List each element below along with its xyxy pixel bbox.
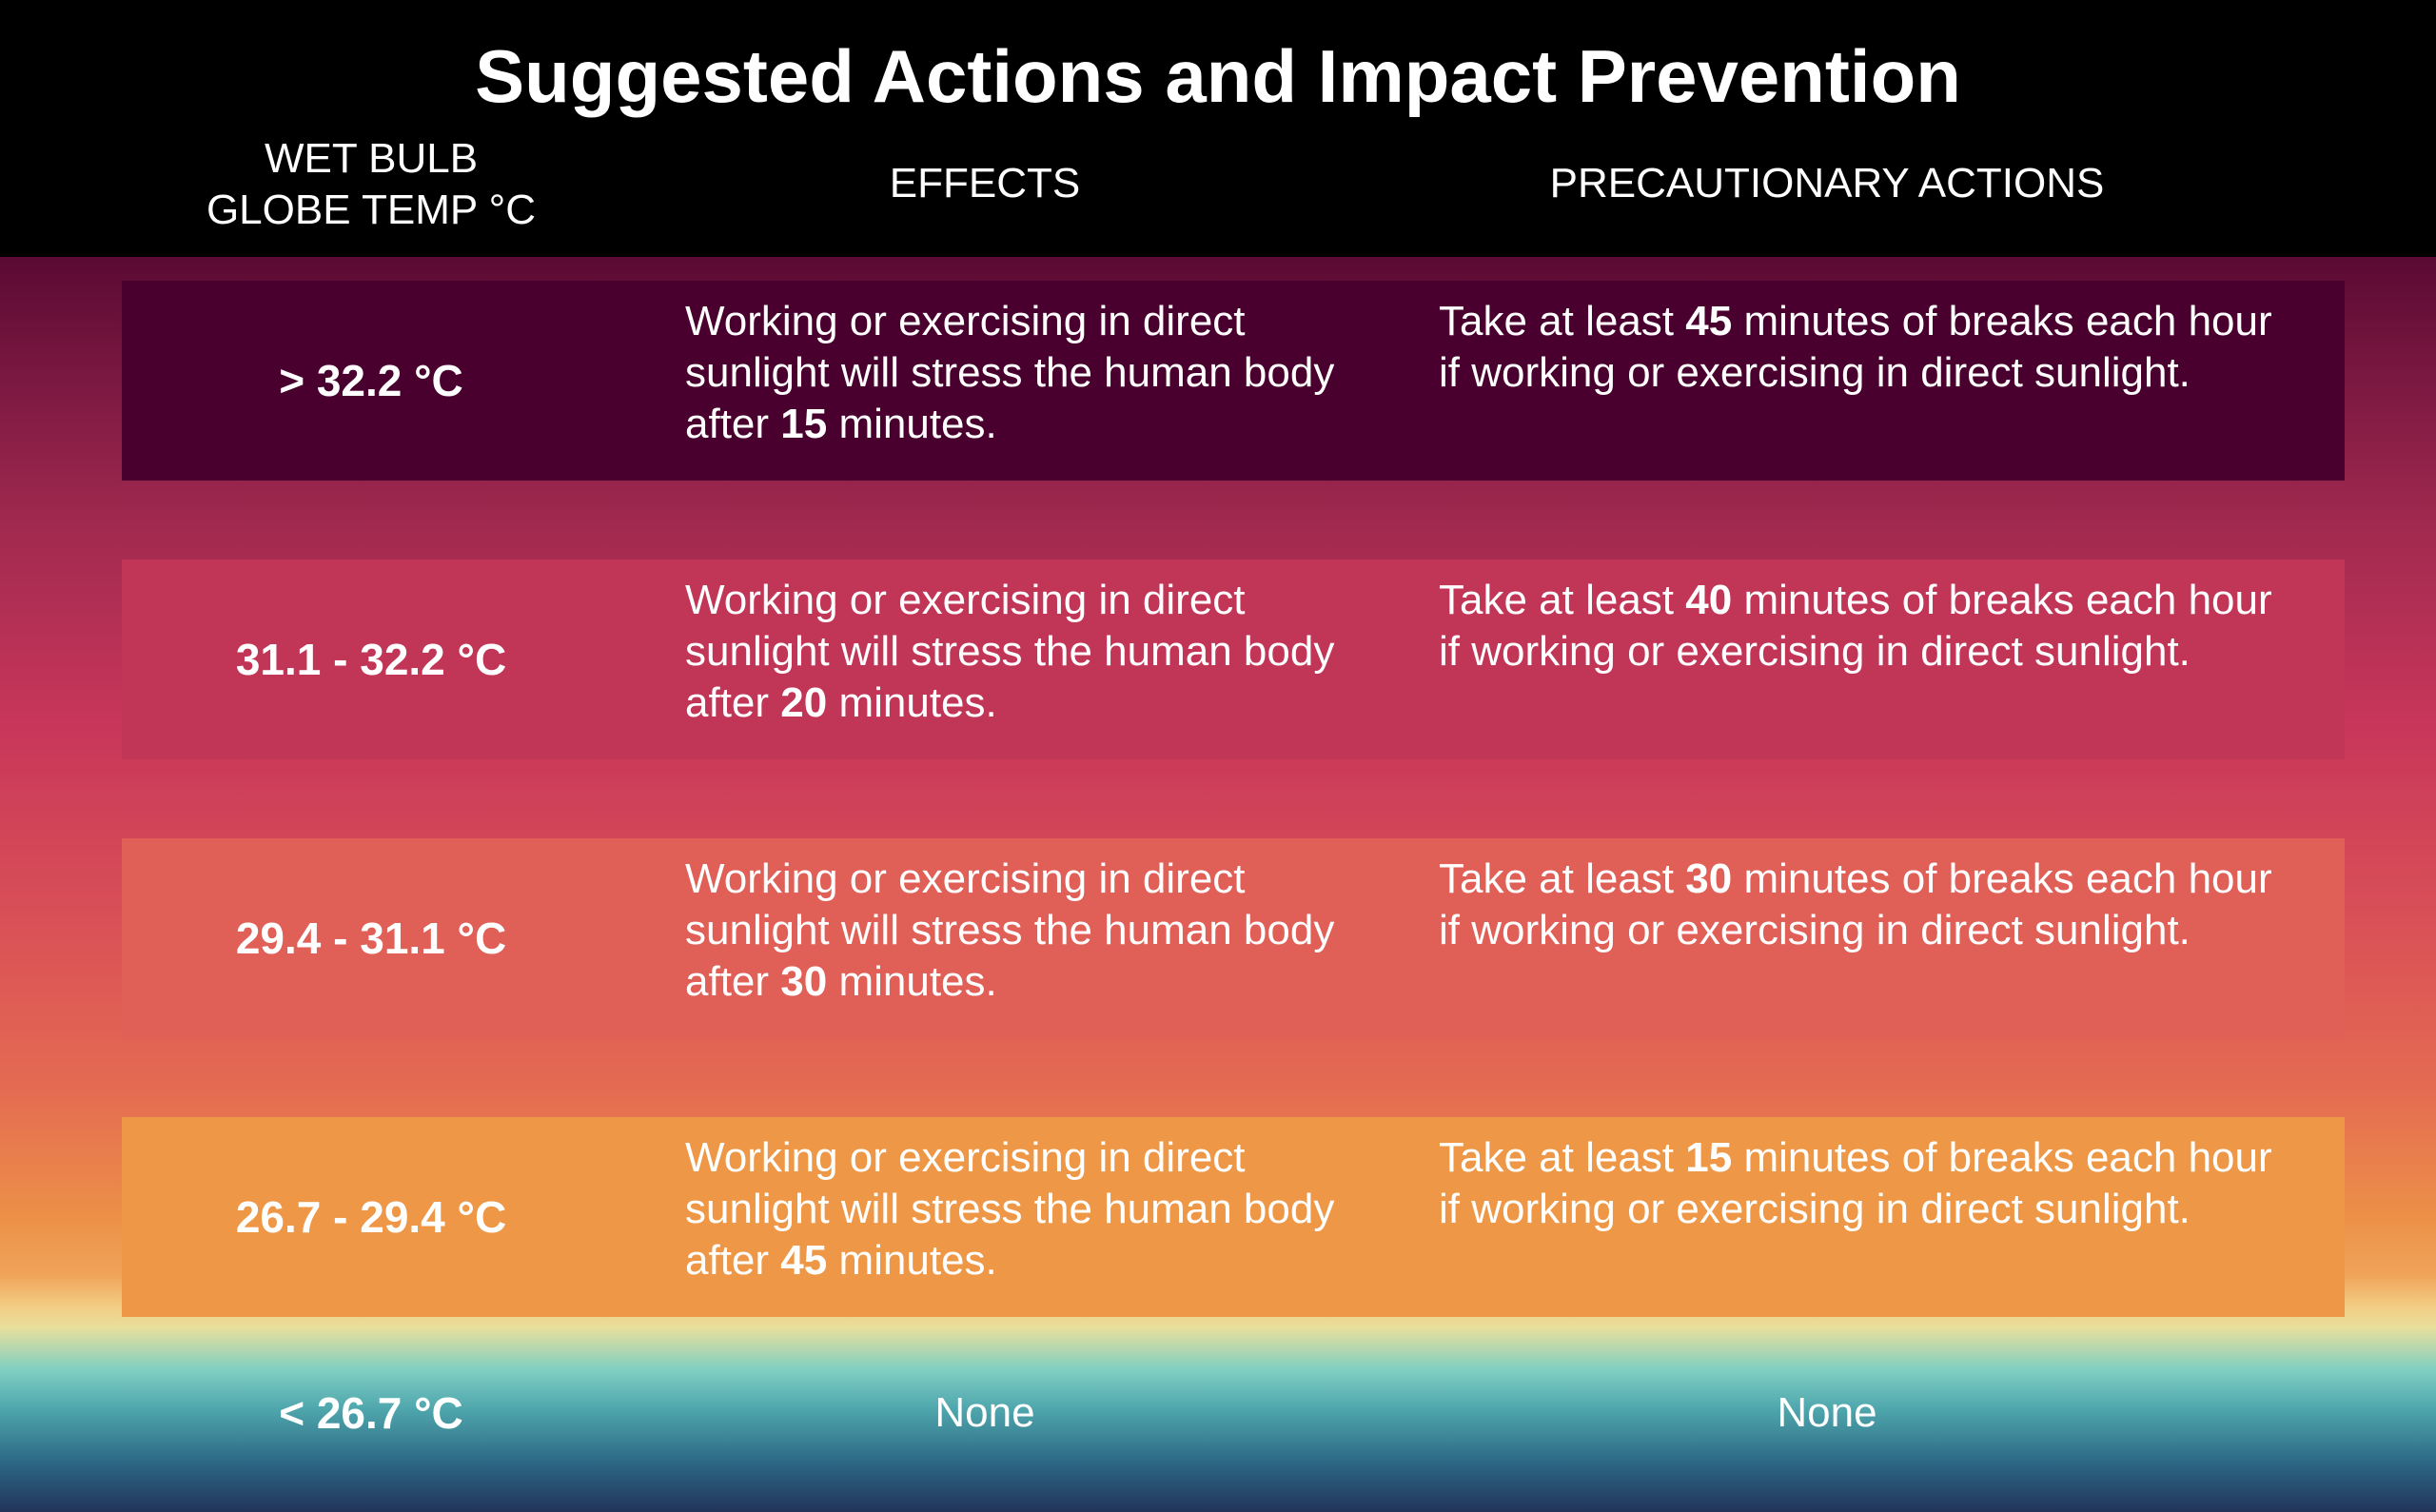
action-text: Take at least 15 minutes of breaks each … bbox=[1439, 1134, 2272, 1232]
effect-text: Working or exercising in direct sunlight… bbox=[685, 298, 1335, 447]
action-text: Take at least 30 minutes of breaks each … bbox=[1439, 855, 2272, 953]
effect-text: Working or exercising in direct sunlight… bbox=[685, 1134, 1335, 1284]
temperature-range: < 26.7 °C bbox=[279, 1388, 463, 1438]
action-text: Take at least 40 minutes of breaks each … bbox=[1439, 577, 2272, 675]
action-text: None bbox=[1777, 1389, 1877, 1436]
temperature-range: > 32.2 °C bbox=[279, 356, 463, 405]
effect-text: None bbox=[934, 1389, 1035, 1436]
temperature-range: 29.4 - 31.1 °C bbox=[235, 913, 507, 963]
table-row: 29.4 - 31.1 °C Working or exercising in … bbox=[122, 838, 2345, 1038]
table-row-none: < 26.7 °C None None bbox=[0, 1365, 2436, 1461]
table-row: 26.7 - 29.4 °C Working or exercising in … bbox=[122, 1117, 2345, 1317]
page-title: Suggested Actions and Impact Prevention bbox=[475, 34, 1961, 118]
effect-text: Working or exercising in direct sunlight… bbox=[685, 855, 1335, 1005]
temperature-range: 26.7 - 29.4 °C bbox=[235, 1192, 507, 1242]
table-row: > 32.2 °C Working or exercising in direc… bbox=[122, 281, 2345, 481]
effect-text: Working or exercising in direct sunlight… bbox=[685, 577, 1335, 726]
table-row: 31.1 - 32.2 °C Working or exercising in … bbox=[122, 560, 2345, 759]
action-text: Take at least 45 minutes of breaks each … bbox=[1439, 298, 2272, 396]
column-header-wbgt: WET BULB GLOBE TEMP °C bbox=[206, 135, 537, 233]
header-band bbox=[0, 0, 2436, 257]
column-header-actions: PRECAUTIONARY ACTIONS bbox=[1549, 160, 2105, 206]
temperature-range: 31.1 - 32.2 °C bbox=[235, 635, 507, 684]
column-header-effects: EFFECTS bbox=[889, 160, 1081, 206]
